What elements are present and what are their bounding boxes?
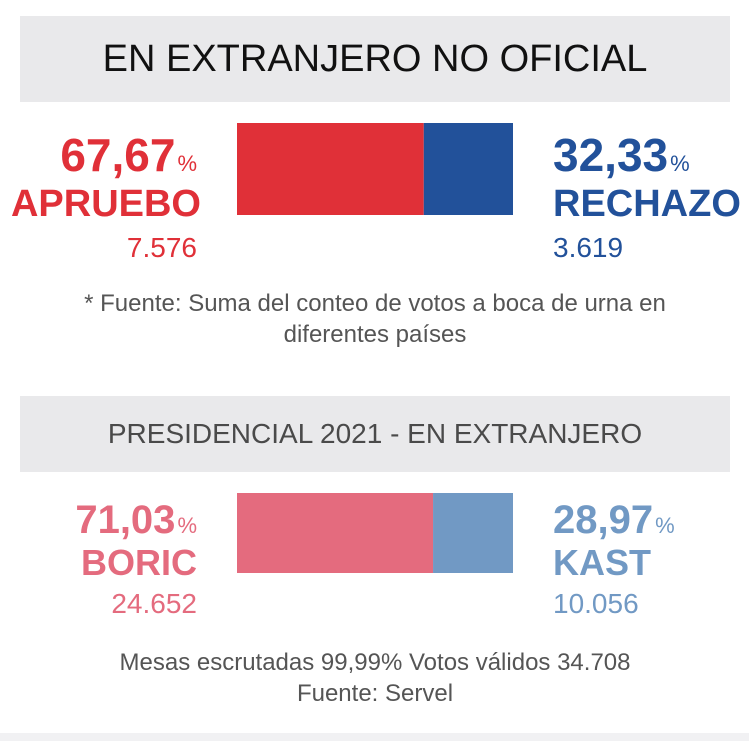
boric-percent-symbol: % — [177, 513, 197, 538]
kast-votes: 10.056 — [553, 588, 639, 619]
rechazo-percent: 32,33% — [553, 128, 690, 182]
section1-source-note: * Fuente: Suma del conteo de votos a boc… — [84, 290, 666, 348]
rechazo-bar-segment — [423, 123, 513, 215]
boric-percent-value: 71,03 — [75, 498, 176, 542]
kast-label: KAST — [553, 542, 651, 583]
kast-percent-symbol: % — [655, 513, 675, 538]
kast-bar-segment — [433, 493, 513, 573]
apruebo-bar-segment — [237, 123, 424, 215]
rechazo-percent-value: 32,33 — [553, 129, 669, 181]
rechazo-percent-symbol: % — [670, 151, 690, 176]
rechazo-votes: 3.619 — [553, 232, 624, 263]
kast-percent-value: 28,97 — [553, 498, 654, 542]
section2-title: PRESIDENCIAL 2021 - EN EXTRANJERO — [20, 396, 730, 472]
boric-label: BORIC — [81, 542, 197, 583]
apruebo-percent: 67,67% — [60, 128, 197, 182]
section2-source-note: Fuente: Servel — [296, 680, 454, 707]
apruebo-percent-symbol: % — [177, 151, 197, 176]
boric-kast-bar — [237, 493, 513, 573]
kast-percent: 28,97% — [553, 498, 675, 543]
apruebo-percent-value: 67,67 — [60, 129, 176, 181]
boric-percent: 71,03% — [75, 498, 197, 543]
section1-title: EN EXTRANJERO NO OFICIAL — [20, 16, 730, 102]
rechazo-label: RECHAZO — [553, 183, 741, 225]
section2-count-note: Mesas escrutadas 99,99% Votos válidos 34… — [119, 649, 631, 676]
apruebo-rechazo-bar — [237, 123, 513, 215]
apruebo-label: APRUEBO — [10, 183, 201, 225]
apruebo-votes: 7.576 — [126, 232, 197, 263]
boric-votes: 24.652 — [111, 588, 197, 619]
boric-bar-segment — [237, 493, 434, 573]
